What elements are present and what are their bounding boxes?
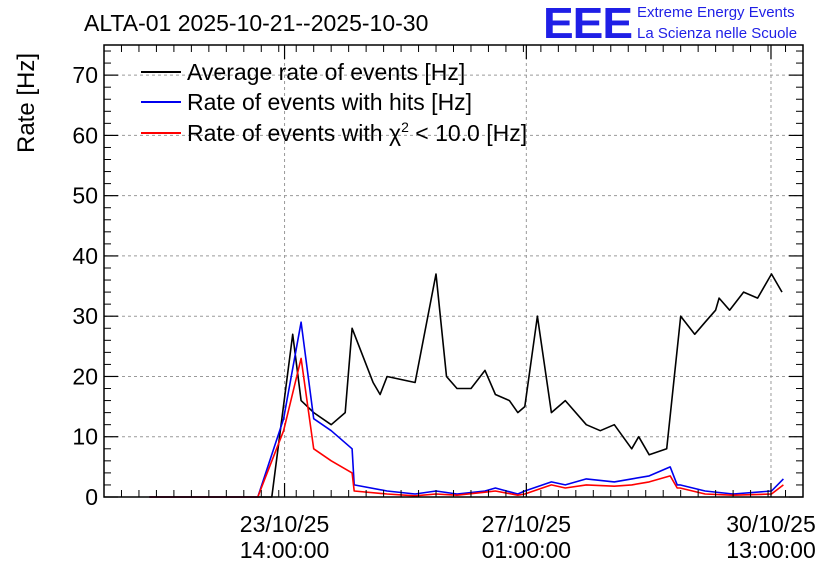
x-tick-label-time: 01:00:00	[482, 537, 572, 563]
grid	[104, 45, 803, 497]
series-line-chi2	[149, 357, 784, 498]
y-tick-label: 50	[72, 183, 98, 209]
x-tick-label-date: 23/10/25	[240, 511, 330, 537]
x-tick-label-time: 14:00:00	[240, 537, 330, 563]
series-layer	[149, 273, 784, 498]
y-tick-label: 30	[72, 303, 98, 329]
series-line-average	[149, 273, 783, 498]
y-tick-labels: 0 10 20 30 40 50 60 70	[72, 62, 98, 510]
y-tick-label: 60	[72, 122, 98, 148]
legend: Average rate of events [Hz] Rate of event…	[141, 59, 527, 146]
y-tick-label: 0	[85, 484, 98, 510]
eee-logo: EEE	[543, 0, 633, 48]
series-line-hits	[149, 321, 784, 498]
chart-title: ALTA-01 2025-10-21--2025-10-30	[84, 10, 429, 36]
x-tick-label-date: 27/10/25	[482, 511, 572, 537]
y-tick-label: 10	[72, 424, 98, 450]
x-tick-label-date: 30/10/25	[726, 511, 816, 537]
logo-line-2: La Scienza nelle Scuole	[637, 25, 798, 42]
x-tick-label-time: 13:00:00	[726, 537, 816, 563]
y-tick-label: 40	[72, 243, 98, 269]
ticks	[103, 45, 804, 498]
y-tick-label: 70	[72, 62, 98, 88]
legend-label-1: Rate of events with hits [Hz]	[187, 89, 472, 115]
legend-label-0: Average rate of events [Hz]	[187, 59, 465, 85]
y-axis-label: Rate [Hz]	[13, 53, 40, 153]
legend-label-2: Rate of events with χ2 < 10.0 [Hz]	[187, 119, 527, 146]
y-tick-label: 20	[72, 363, 98, 389]
logo-line-1: Extreme Energy Events	[637, 4, 795, 21]
